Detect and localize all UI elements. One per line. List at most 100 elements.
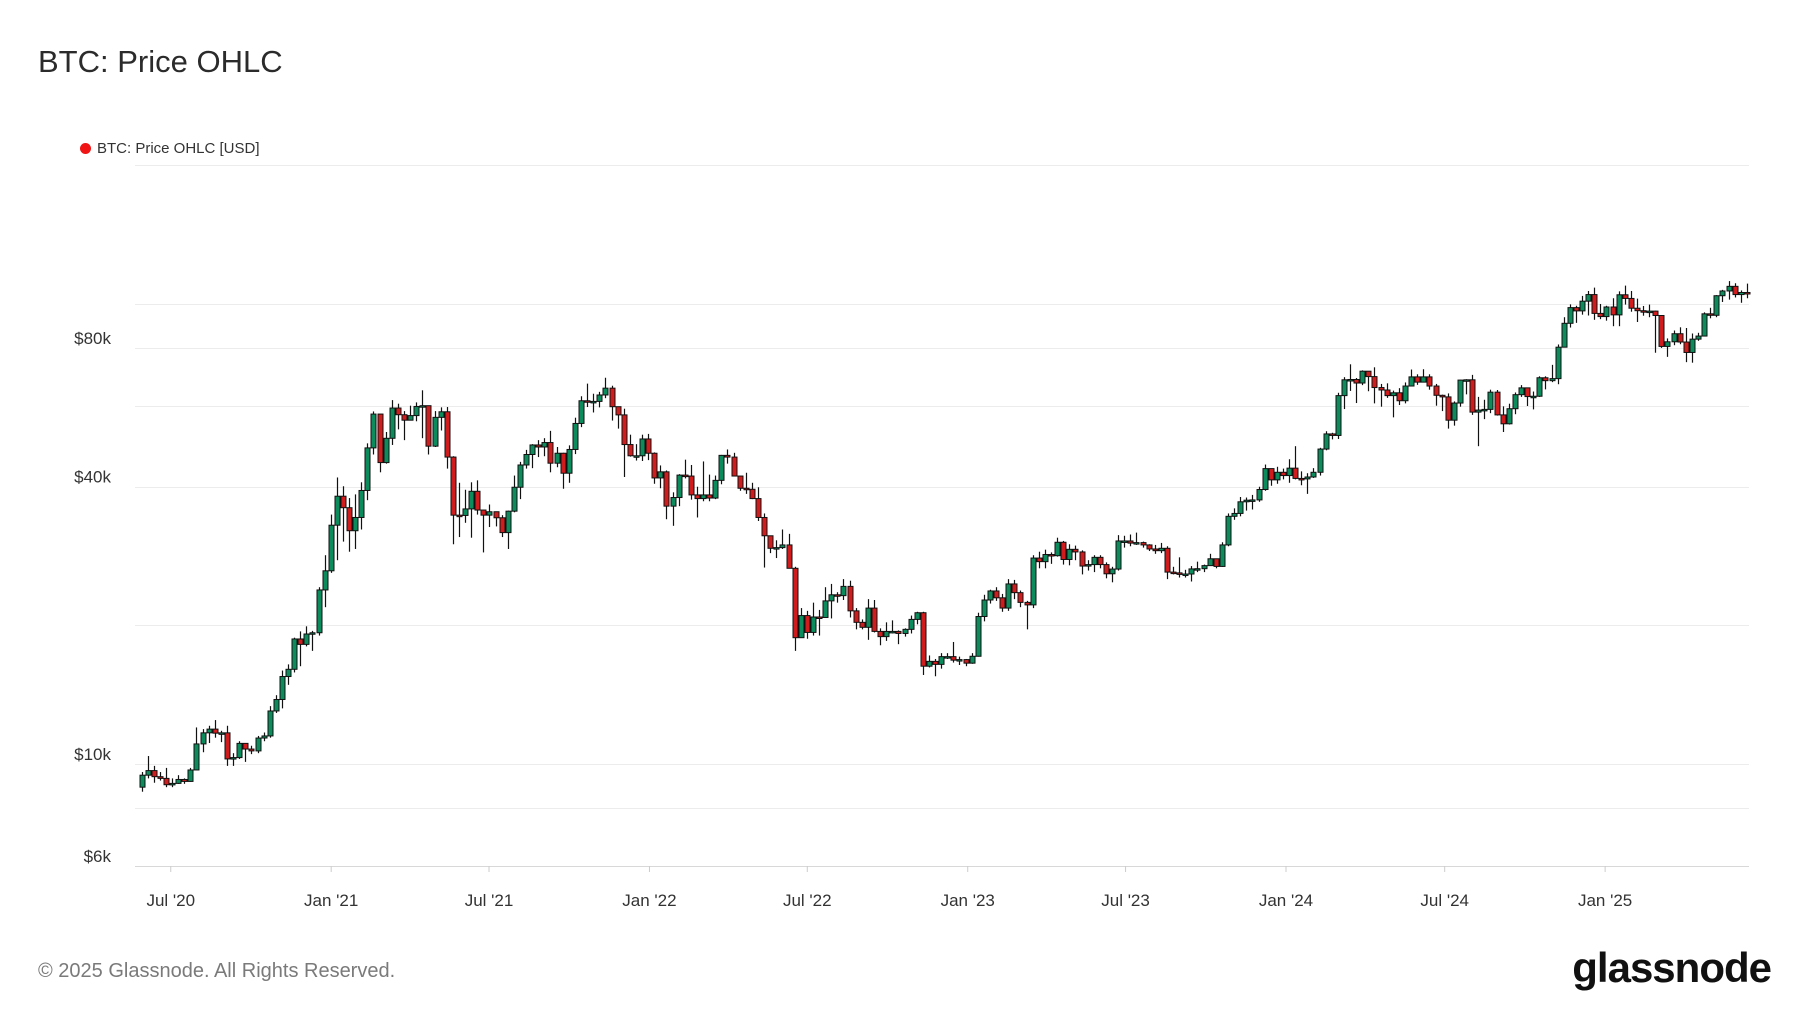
candle	[1036, 551, 1043, 569]
candle	[438, 407, 445, 431]
candle	[1536, 376, 1543, 397]
candle	[377, 413, 384, 473]
candle-body	[1268, 468, 1275, 481]
candle	[206, 725, 213, 744]
candle-body	[578, 400, 585, 424]
candle	[749, 482, 756, 500]
candle	[1433, 383, 1440, 406]
candle	[230, 753, 237, 766]
candle	[1066, 544, 1073, 566]
candle	[456, 482, 463, 538]
candle	[1201, 564, 1208, 573]
candle	[1359, 370, 1366, 386]
candle-body	[590, 400, 597, 404]
candle-body	[761, 516, 768, 537]
candle-body	[1426, 376, 1433, 387]
candle-body	[346, 507, 353, 532]
candle	[1652, 310, 1659, 353]
candle-body	[1121, 540, 1128, 543]
candle	[462, 489, 469, 523]
candle	[1390, 390, 1397, 418]
x-tick-label: Jan '23	[941, 891, 995, 910]
candle	[1127, 534, 1134, 547]
candle	[633, 444, 640, 461]
candle	[1249, 494, 1256, 510]
candle-body	[547, 442, 554, 464]
candle	[1274, 466, 1281, 484]
candle-body	[273, 698, 280, 712]
candle-body	[1701, 313, 1708, 337]
candle	[840, 579, 847, 600]
candle	[1079, 550, 1086, 575]
candle-body	[712, 479, 719, 499]
candle-body	[602, 387, 609, 396]
candle-body	[303, 633, 310, 645]
candle	[248, 745, 255, 755]
candle-body	[1298, 477, 1305, 481]
candle	[1005, 579, 1012, 611]
candle	[1695, 332, 1702, 341]
candle-body	[1420, 376, 1427, 383]
candle-body	[1378, 387, 1385, 391]
candle	[1664, 338, 1671, 357]
candle-body	[755, 498, 762, 518]
candle	[1323, 431, 1330, 451]
candle-body	[682, 474, 689, 478]
candle	[761, 513, 768, 568]
candle-body	[1072, 548, 1079, 553]
candle	[1176, 557, 1183, 578]
candle	[645, 433, 652, 461]
candle	[767, 535, 774, 554]
candle	[718, 454, 725, 485]
candle	[493, 511, 500, 527]
candle	[1439, 394, 1446, 412]
candle-body	[688, 475, 695, 496]
candle-body	[1066, 548, 1073, 560]
candle-body	[151, 770, 158, 778]
candle	[1317, 447, 1324, 476]
candle	[346, 498, 353, 552]
candle	[255, 735, 262, 754]
candle-body	[1103, 564, 1110, 575]
candle	[1085, 560, 1092, 571]
candle	[322, 555, 329, 608]
candle	[1286, 459, 1293, 483]
candle	[1103, 562, 1110, 579]
candle-body	[401, 414, 408, 421]
candle	[309, 630, 316, 651]
candle	[877, 628, 884, 646]
candle	[1494, 389, 1501, 416]
candle	[963, 658, 970, 667]
candle	[242, 742, 249, 762]
copyright-footer: © 2025 Glassnode. All Rights Reserved.	[38, 960, 396, 982]
candle-body	[560, 452, 567, 474]
candle-body	[724, 454, 731, 458]
candle-body	[1091, 556, 1098, 566]
glassnode-logo[interactable]: glassnode	[1572, 944, 1772, 991]
candle	[1561, 317, 1568, 348]
candle-body	[834, 594, 841, 597]
legend-label: BTC: Price OHLC [USD]	[97, 140, 260, 157]
candle	[1347, 364, 1354, 391]
candle	[1182, 569, 1189, 578]
candle	[1445, 393, 1452, 429]
candle-body	[242, 742, 249, 750]
candle-body	[291, 638, 298, 670]
candle	[169, 778, 176, 788]
candle-body	[627, 444, 634, 457]
candle	[688, 464, 695, 500]
candle-body	[1402, 385, 1409, 402]
candle-body	[1591, 294, 1598, 314]
candle	[1164, 546, 1171, 580]
candle	[1310, 468, 1317, 478]
candle	[1109, 566, 1116, 583]
candle	[1524, 387, 1531, 407]
candle-body	[566, 448, 573, 474]
candle-body	[511, 486, 518, 512]
legend-item[interactable]: BTC: Price OHLC [USD]	[80, 140, 260, 157]
candle-body	[1164, 547, 1171, 573]
candle	[828, 583, 835, 619]
candle	[1518, 385, 1525, 397]
candle-body	[1738, 291, 1745, 296]
candle	[413, 402, 420, 422]
